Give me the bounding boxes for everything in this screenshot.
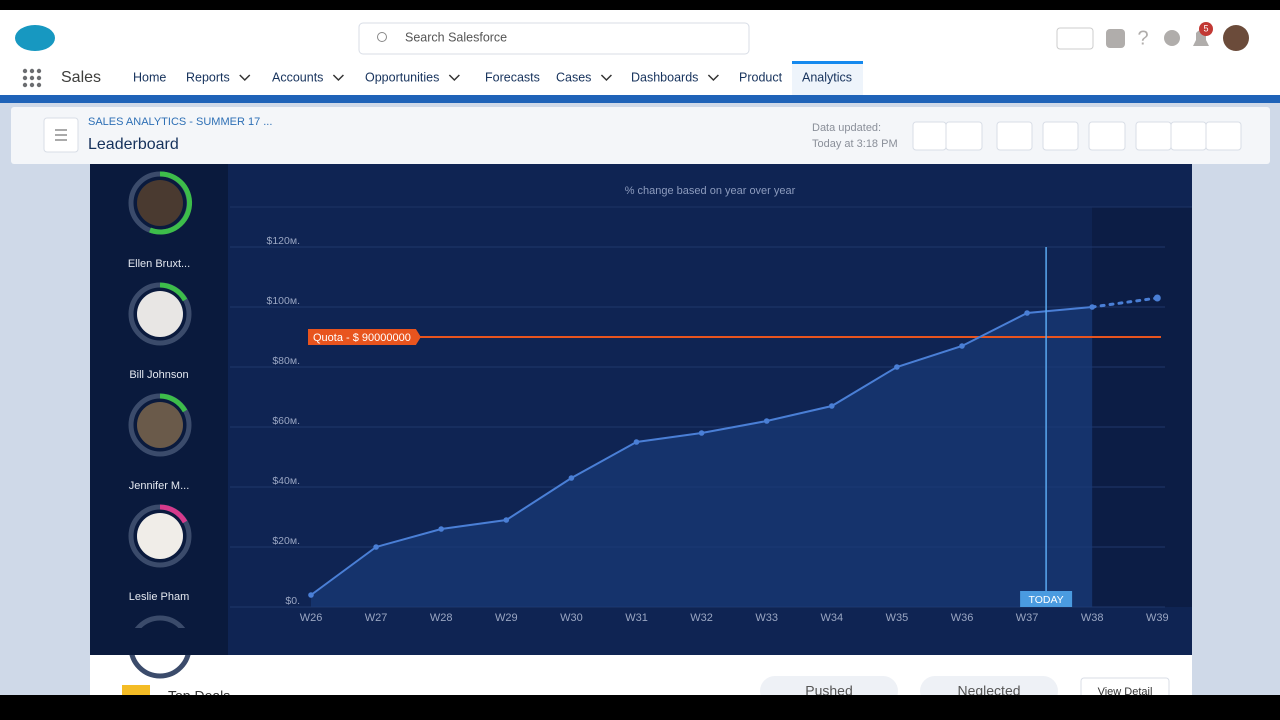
nav-item[interactable]: Cases	[556, 70, 591, 84]
x-tick-label: W30	[560, 612, 583, 624]
point	[373, 544, 379, 550]
y-tick-label: $0.	[285, 595, 300, 607]
y-tick-label: $100м.	[267, 295, 301, 307]
point	[1153, 294, 1161, 302]
y-tick-label: $40м.	[272, 475, 300, 487]
forecast-line	[1090, 296, 1159, 309]
y-tick-label: $120м.	[267, 235, 301, 247]
forecast-region	[1092, 207, 1192, 607]
nav-active-bg	[792, 61, 863, 95]
x-tick-label: W34	[820, 612, 843, 624]
bottom-bar	[0, 695, 1280, 720]
nav-active-underline	[792, 61, 863, 64]
brand-band	[0, 95, 1280, 103]
point	[633, 439, 640, 445]
x-tick-label: W33	[755, 612, 778, 624]
avatar	[137, 180, 183, 226]
logo[interactable]	[15, 25, 55, 51]
x-tick-label: W35	[886, 612, 909, 624]
page-title: Leaderboard	[88, 136, 179, 153]
x-tick-label: W31	[625, 612, 648, 624]
avatar	[137, 402, 183, 448]
area	[311, 307, 1093, 607]
nav-item[interactable]: Analytics	[802, 70, 852, 84]
chart-subtitle: % change based on year over year	[625, 185, 796, 197]
point	[503, 517, 510, 523]
view-button-label[interactable]: View Detail	[1098, 686, 1153, 698]
x-tick-label: W39	[1146, 612, 1169, 624]
breadcrumb[interactable]: SALES ANALYTICS - SUMMER 17 ...	[88, 116, 272, 128]
point	[763, 418, 770, 424]
toolbar[interactable]	[912, 121, 1242, 151]
point	[308, 592, 314, 598]
point	[438, 526, 445, 532]
nav-item[interactable]: Product	[739, 70, 783, 84]
leader-name[interactable]: Jennifer M...	[129, 480, 190, 492]
nav-chevron[interactable]	[707, 74, 719, 82]
y-tick-label: $80м.	[272, 355, 300, 367]
nav-item[interactable]: Reports	[186, 70, 230, 84]
tab-label[interactable]: Pushed	[805, 683, 852, 699]
x-tick-label: W28	[430, 612, 453, 624]
nav-item[interactable]: Accounts	[272, 70, 323, 84]
y-tick-label: $60м.	[272, 415, 300, 427]
quota-label: Quota - $ 90000000	[313, 332, 411, 344]
nav-item[interactable]: Dashboards	[631, 70, 698, 84]
avatar-progress	[159, 282, 188, 302]
app-launcher[interactable]	[22, 68, 42, 88]
y-tick-label: $20м.	[272, 535, 300, 547]
notification-count: 5	[1203, 23, 1208, 33]
x-tick-label: W32	[690, 612, 713, 624]
nav-item[interactable]: Opportunities	[365, 70, 439, 84]
x-tick-label: W27	[365, 612, 388, 624]
x-tick-label: W38	[1081, 612, 1104, 624]
tab-label[interactable]: Neglected	[957, 683, 1020, 699]
point	[568, 475, 575, 481]
search-placeholder: Search Salesforce	[405, 30, 507, 44]
avatar-progress	[159, 393, 188, 413]
x-tick-label: W37	[1016, 612, 1039, 624]
search-box[interactable]	[358, 22, 750, 55]
avatar-progress	[149, 171, 193, 235]
leader-name[interactable]: Ellen Bruxt...	[128, 258, 190, 270]
point	[959, 343, 965, 349]
today-label: TODAY	[1028, 594, 1063, 606]
avatar	[137, 513, 183, 559]
updated-time: Today at 3:18 PM	[812, 138, 898, 150]
updated-label: Data updated:	[812, 122, 881, 134]
nav-chevron[interactable]	[600, 74, 612, 82]
point	[894, 364, 900, 370]
point	[1089, 304, 1095, 310]
notification-badge	[1199, 22, 1213, 36]
x-tick-label: W26	[300, 612, 323, 624]
leader-name[interactable]: Bill Johnson	[129, 369, 188, 381]
header-icons[interactable]: ?	[1056, 25, 1249, 51]
avatar-progress	[159, 504, 188, 524]
x-tick-label: W36	[951, 612, 974, 624]
avatar	[137, 291, 183, 337]
nav-item[interactable]: Home	[133, 70, 166, 84]
nav-chevron[interactable]	[448, 74, 460, 82]
leader-clip	[90, 628, 228, 655]
point	[1024, 310, 1030, 316]
svg-text:?: ?	[1137, 27, 1148, 49]
nav-chevron[interactable]	[239, 74, 251, 82]
today-tag	[1020, 591, 1073, 607]
x-tick-label: W29	[495, 612, 518, 624]
list-icon	[55, 129, 67, 141]
point	[829, 403, 835, 409]
leader-name[interactable]: Leslie Pham	[129, 591, 190, 603]
quota-tag	[308, 329, 421, 345]
point	[698, 430, 705, 436]
app-name: Sales	[61, 69, 101, 86]
bottom-icon	[122, 685, 150, 695]
nav-chevron[interactable]	[332, 74, 344, 82]
search-icon	[377, 32, 387, 42]
nav-item[interactable]: Forecasts	[485, 70, 540, 84]
